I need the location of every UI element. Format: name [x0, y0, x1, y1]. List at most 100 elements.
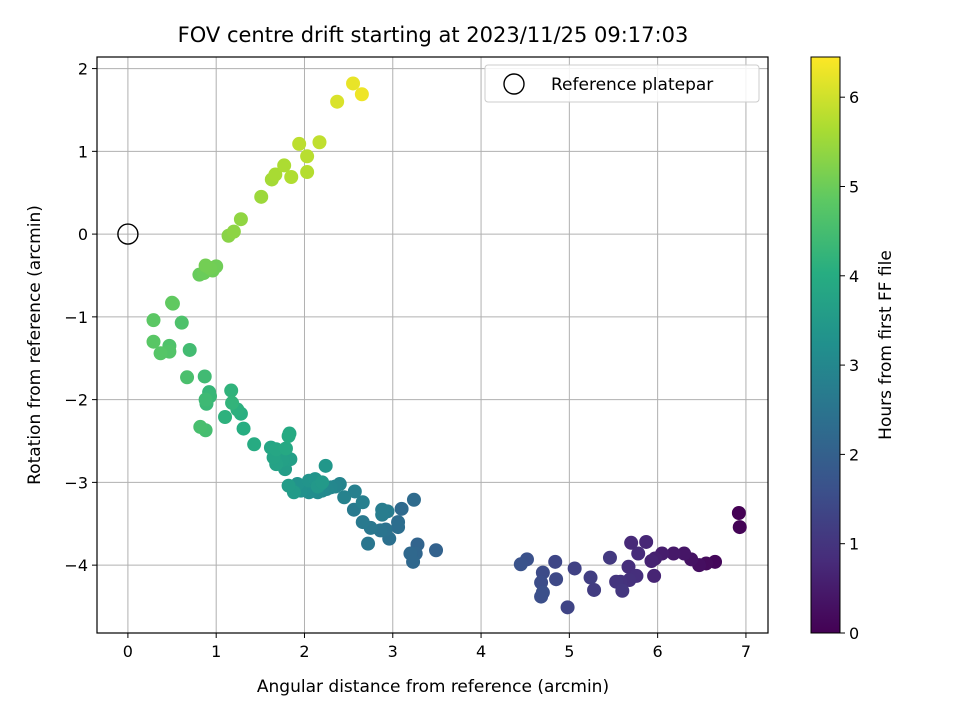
data-point	[284, 170, 299, 184]
x-tick-label: 0	[123, 642, 133, 661]
data-point	[624, 535, 639, 550]
data-point	[583, 570, 598, 585]
x-tick-label: 2	[299, 642, 309, 661]
data-point	[391, 520, 406, 535]
data-point	[174, 315, 189, 330]
data-point	[548, 554, 563, 569]
data-point	[406, 492, 421, 507]
colorbar-tick-label: 2	[849, 445, 859, 464]
data-point	[254, 189, 269, 204]
data-point	[677, 546, 692, 561]
data-point	[330, 94, 345, 109]
x-tick-label: 7	[741, 642, 751, 661]
data-point	[355, 515, 370, 530]
data-point	[247, 437, 262, 452]
data-point	[146, 313, 161, 328]
x-tick-label: 4	[476, 642, 486, 661]
data-point	[549, 572, 564, 587]
data-point	[567, 561, 582, 576]
data-point	[394, 501, 409, 516]
data-point	[666, 546, 681, 561]
data-point	[361, 536, 376, 551]
colorbar-tick-label: 5	[849, 177, 859, 196]
x-tick-label: 3	[388, 642, 398, 661]
colorbar-tick-label: 3	[849, 356, 859, 375]
data-point	[732, 520, 747, 535]
y-axis-label: Rotation from reference (arcmin)	[25, 205, 45, 485]
data-point	[337, 490, 352, 505]
legend-entry-label: Reference platepar	[551, 75, 713, 95]
data-point	[535, 585, 550, 600]
data-point	[224, 383, 239, 398]
legend: Reference platepar	[484, 64, 760, 103]
plot-frame	[96, 56, 769, 634]
y-tick-label: −4	[64, 556, 88, 575]
x-axis-ticks: 0 1 2 3 4 5 6 7	[123, 633, 751, 661]
data-point	[639, 534, 654, 549]
data-point	[631, 546, 646, 561]
data-point	[560, 600, 575, 615]
data-point	[731, 506, 746, 520]
data-point	[225, 395, 240, 410]
data-point	[644, 554, 659, 568]
data-point	[406, 554, 421, 569]
data-point	[165, 295, 180, 310]
colorbar-tick-label: 4	[849, 267, 859, 286]
data-point	[346, 76, 361, 91]
reference-platepar-marker	[117, 223, 139, 245]
data-point	[615, 583, 630, 598]
colorbar-tick-label: 0	[849, 624, 859, 643]
x-tick-label: 1	[211, 642, 221, 661]
data-point	[347, 484, 362, 499]
y-axis-ticks: −4 −3 −2 −1 0 1 2	[64, 60, 97, 575]
data-point	[375, 507, 390, 522]
data-point	[198, 258, 213, 273]
legend-reference-marker	[503, 73, 525, 95]
data-point	[315, 475, 330, 490]
data-point	[226, 224, 241, 239]
colorbar-tick-label: 1	[849, 535, 859, 554]
data-point	[602, 550, 617, 565]
data-point	[300, 165, 315, 180]
data-point	[153, 346, 168, 361]
y-tick-label: −3	[64, 473, 88, 492]
chart-title: FOV centre drift starting at 2023/11/25 …	[178, 23, 689, 47]
data-point	[318, 458, 333, 473]
y-tick-label: 1	[78, 142, 88, 161]
data-point	[355, 495, 370, 510]
colorbar-gradient	[810, 56, 841, 634]
data-point	[354, 87, 369, 102]
x-axis-label: Angular distance from reference (arcmin)	[257, 677, 609, 697]
data-point	[198, 392, 213, 407]
data-point	[233, 212, 248, 227]
data-point	[236, 421, 251, 436]
data-point	[292, 136, 307, 151]
data-point	[180, 370, 195, 385]
data-point	[312, 135, 327, 150]
data-point	[193, 419, 208, 434]
x-tick-label: 6	[653, 642, 663, 661]
colorbar: 0 1 2 3 4 5 6 Hours from first FF file	[810, 56, 896, 643]
y-tick-label: 0	[78, 225, 88, 244]
x-tick-label: 5	[564, 642, 574, 661]
data-points	[117, 76, 747, 615]
data-point	[146, 334, 161, 349]
data-point	[429, 543, 444, 558]
data-point	[281, 478, 296, 493]
data-point	[268, 167, 283, 182]
legend-box	[484, 64, 760, 103]
y-tick-label: −1	[64, 308, 88, 327]
colorbar-tick-label: 6	[849, 88, 859, 107]
data-point	[277, 158, 292, 173]
data-point	[182, 342, 197, 357]
y-tick-label: 2	[78, 60, 88, 79]
data-point	[300, 149, 315, 164]
data-point	[197, 369, 212, 384]
data-point	[278, 441, 293, 456]
data-point	[587, 582, 602, 597]
data-point	[647, 568, 662, 583]
data-point	[218, 410, 233, 424]
colorbar-ticks: 0 1 2 3 4 5 6	[840, 88, 859, 643]
data-point	[513, 557, 528, 572]
